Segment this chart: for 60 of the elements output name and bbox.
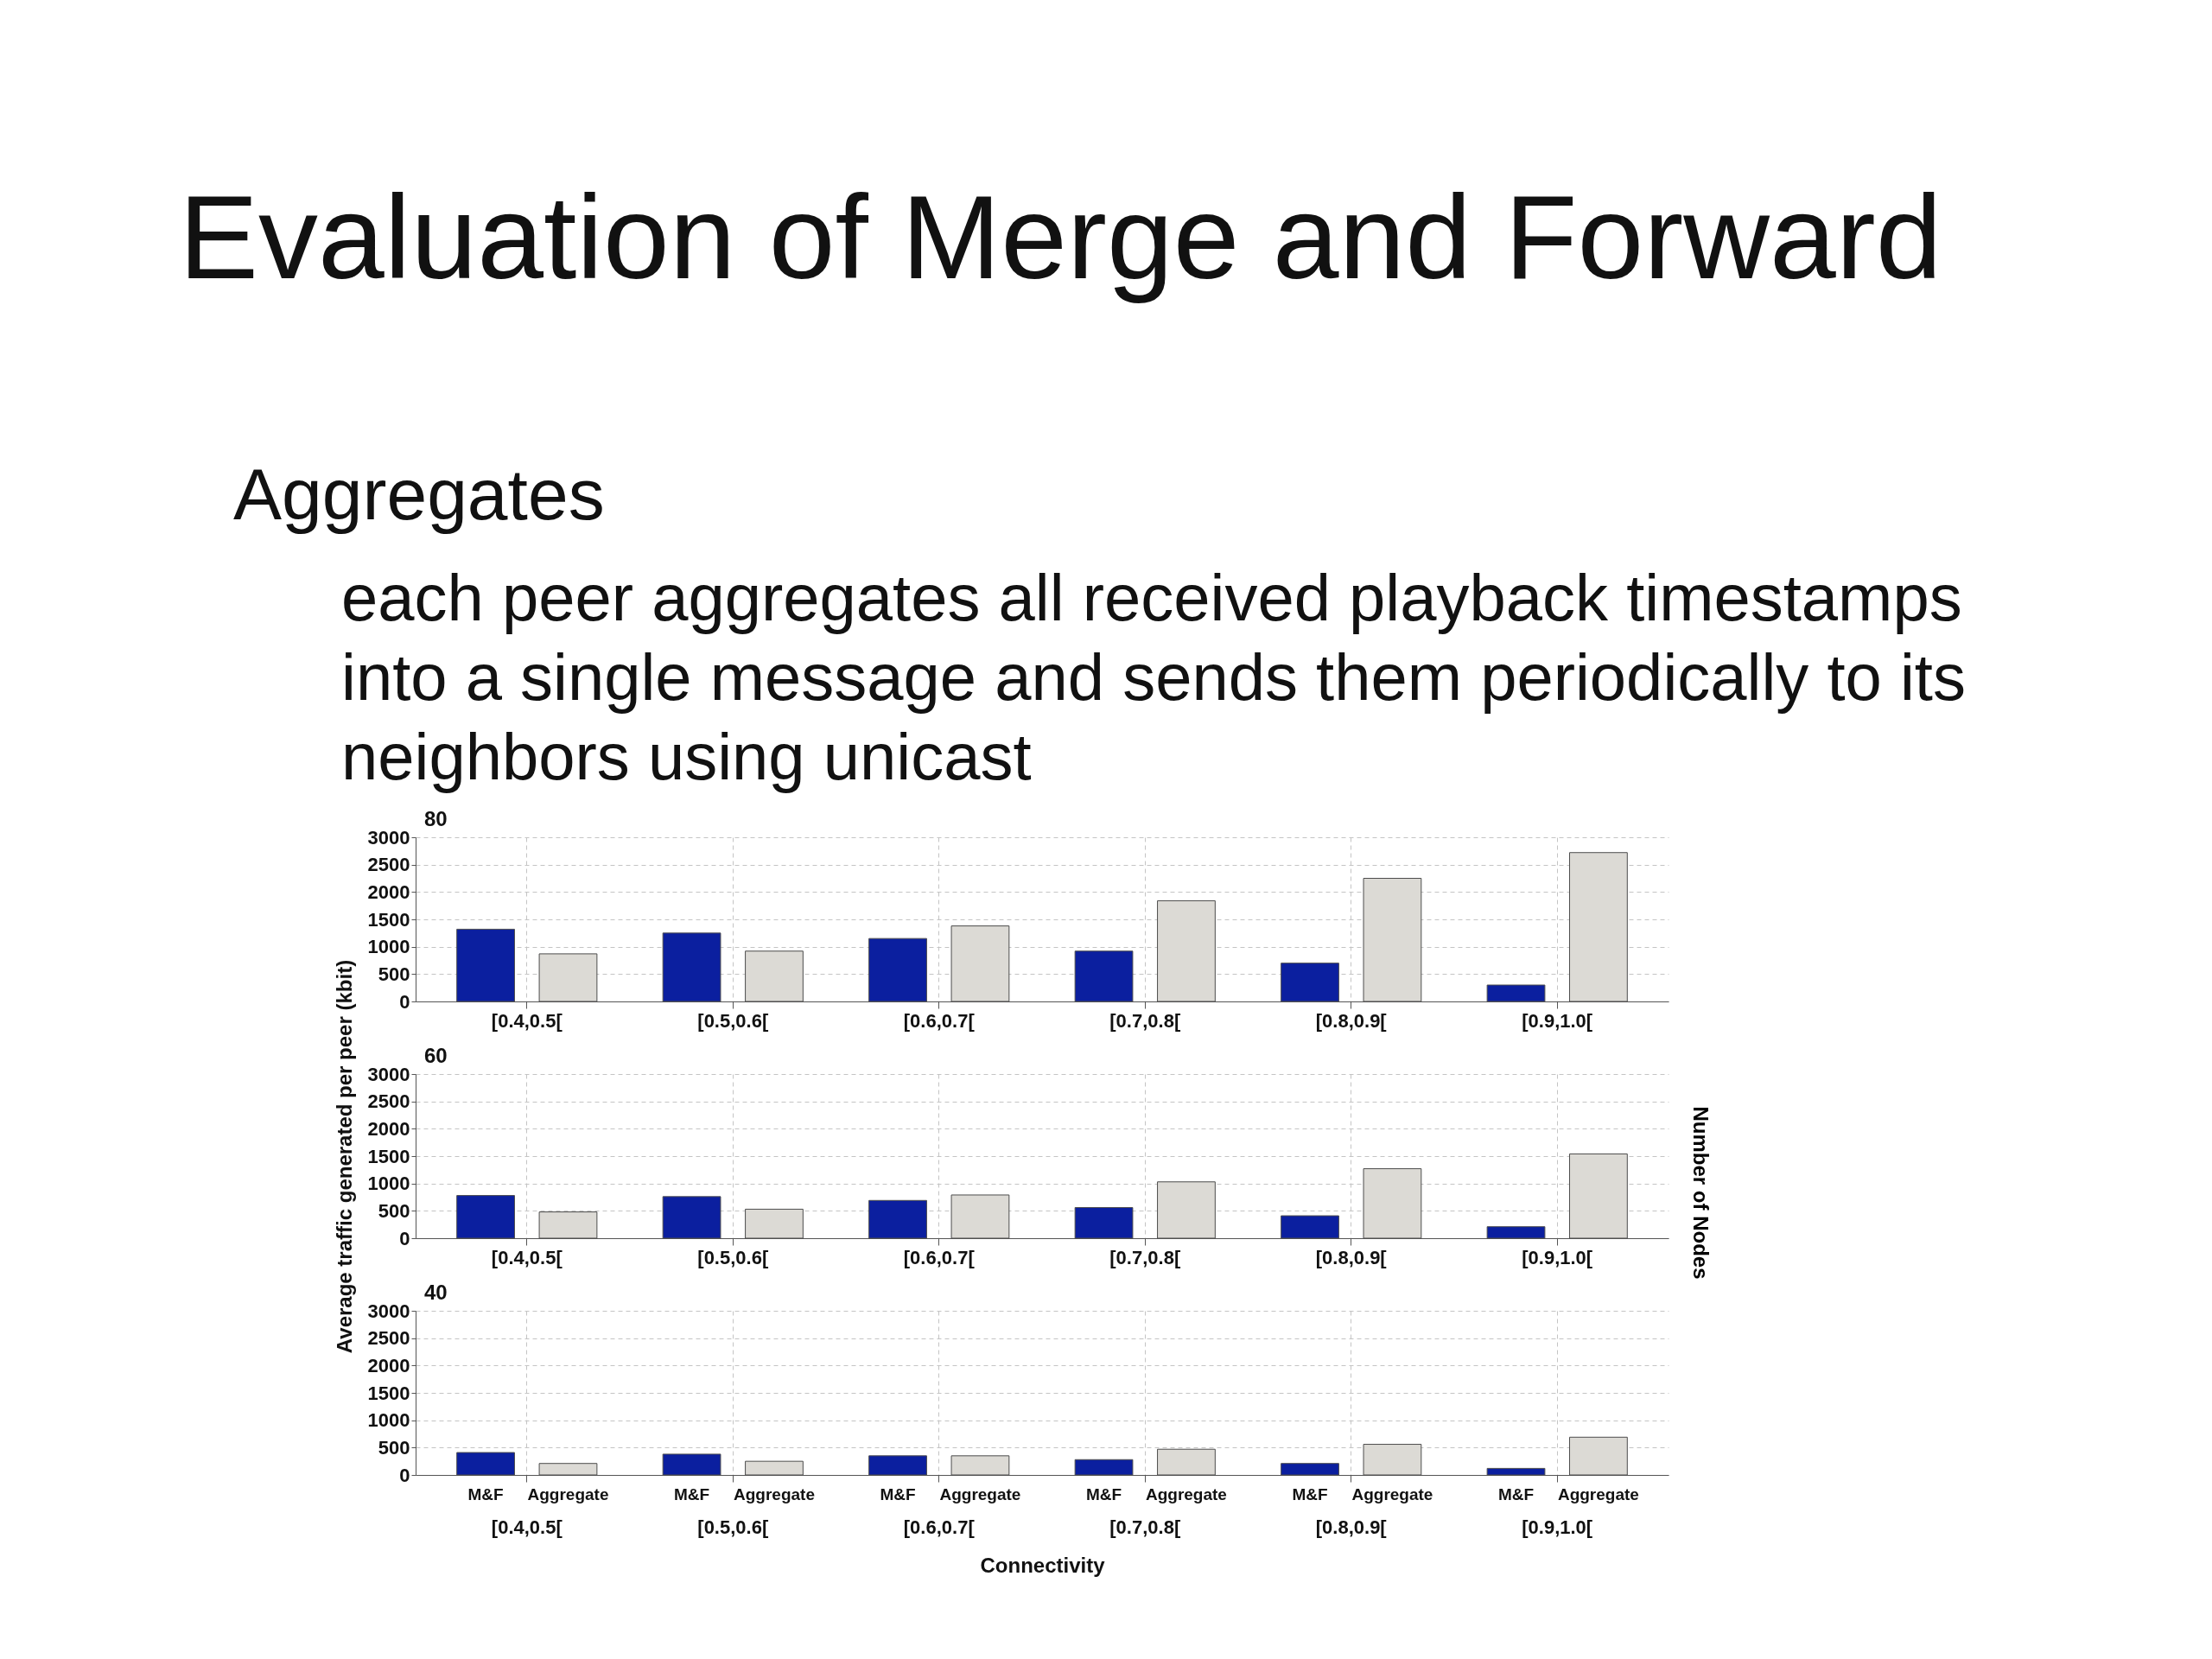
x-tick-label: [0.9,1.0[ — [1522, 1246, 1593, 1268]
text: Aggregates — [233, 454, 605, 535]
x-tick-label: [0.5,0.6[ — [697, 1009, 769, 1032]
y-tick-label: 0 — [399, 990, 410, 1013]
text: Aggregate — [1557, 1485, 1639, 1503]
y-tick-label: 1000 — [367, 1409, 410, 1432]
text: M&F — [1292, 1485, 1328, 1503]
text: M&F — [880, 1485, 916, 1503]
y-tick-label: 3000 — [367, 1063, 410, 1085]
x-tick-label: [0.4,0.5[ — [491, 1009, 563, 1032]
text: Number of Nodes — [1689, 1106, 1713, 1280]
text: M&F — [1497, 1485, 1535, 1503]
x-tick-label: [0.7,0.8[ — [1109, 1246, 1181, 1268]
x-tick-label: [0.6,0.7[ — [903, 1009, 976, 1032]
chart-title: 80 — [424, 807, 448, 830]
y-tick-label: 0 — [399, 1464, 410, 1486]
x-tick-label: [0.6,0.7[ — [903, 1246, 976, 1268]
y-tick-label: 2000 — [367, 1354, 410, 1376]
text: M&F — [1085, 1485, 1122, 1503]
text: Evaluation of Merge and Forward — [179, 170, 1942, 303]
x-tick-label: [0.4,0.5[ — [491, 1516, 563, 1538]
y-tick-label: 3000 — [367, 1300, 410, 1322]
y-tick-label: 2000 — [367, 1117, 410, 1140]
y-tick-label: 1500 — [367, 1145, 410, 1167]
y-tick-label: 1500 — [367, 908, 410, 931]
y-tick-label: 2500 — [367, 1327, 410, 1350]
y-tick-label: 2000 — [367, 880, 410, 903]
y-tick-label: 3000 — [367, 826, 410, 849]
x-tick-label: [0.8,0.9[ — [1315, 1009, 1388, 1032]
text: Aggregate — [527, 1485, 609, 1503]
x-tick-label: [0.5,0.6[ — [697, 1516, 769, 1538]
y-tick-label: 1000 — [367, 936, 410, 958]
chart-title: 40 — [424, 1281, 448, 1304]
text: M&F — [673, 1485, 710, 1503]
y-tick-label: 500 — [378, 963, 410, 985]
x-tick-label: [0.6,0.7[ — [903, 1516, 976, 1538]
x-tick-label: [0.4,0.5[ — [491, 1246, 563, 1268]
y-tick-label: 1000 — [367, 1173, 410, 1195]
text: Aggregate — [733, 1485, 815, 1503]
text: Aggregate — [939, 1485, 1021, 1503]
series-label: Aggregate — [1145, 1485, 1227, 1503]
x-axis-title: Connectivity — [980, 1553, 1106, 1577]
y-tick-label: 2500 — [367, 854, 410, 876]
chart-title: 60 — [424, 1044, 448, 1067]
x-tick-label: [0.8,0.9[ — [1315, 1516, 1388, 1538]
x-tick-label: [0.9,1.0[ — [1522, 1516, 1593, 1538]
x-tick-label: [0.7,0.8[ — [1109, 1009, 1181, 1032]
y-tick-label: 0 — [399, 1227, 410, 1249]
y-tick-label: 1500 — [367, 1382, 410, 1404]
y-tick-label: 2500 — [367, 1090, 410, 1113]
x-tick-label: [0.8,0.9[ — [1315, 1246, 1388, 1268]
y-tick-label: 500 — [378, 1199, 410, 1222]
y-tick-label: 500 — [378, 1436, 410, 1459]
text: each peer aggregates all received playback timestamps into a single message and sends them periodically to its neighbors using unicast — [341, 561, 1966, 793]
text: Aggregate — [1351, 1485, 1433, 1503]
x-tick-label: [0.9,1.0[ — [1522, 1009, 1593, 1032]
x-tick-label: [0.5,0.6[ — [697, 1246, 769, 1268]
x-tick-label: [0.7,0.8[ — [1109, 1516, 1181, 1538]
series-label: M&F — [467, 1485, 504, 1503]
y-axis-title: Average traffic generated per peer (kbit) — [332, 959, 356, 1354]
